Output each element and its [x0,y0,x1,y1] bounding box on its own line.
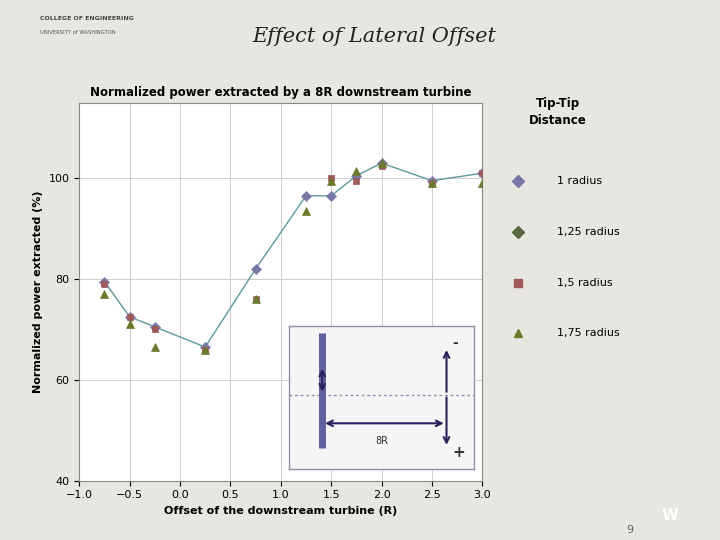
Text: 1,75 radius: 1,75 radius [557,328,620,338]
Y-axis label: Normalized power extracted (%): Normalized power extracted (%) [33,191,43,393]
Text: UNIVERSITY of WASHINGTON: UNIVERSITY of WASHINGTON [40,30,115,35]
Text: COLLEGE OF ENGINEERING: COLLEGE OF ENGINEERING [40,16,133,21]
Text: 1,25 radius: 1,25 radius [557,227,620,237]
Text: 9: 9 [626,524,634,535]
Text: Tip-Tip
Distance: Tip-Tip Distance [529,97,587,127]
Title: Normalized power extracted by a 8R downstream turbine: Normalized power extracted by a 8R downs… [90,86,472,99]
X-axis label: Offset of the downstream turbine (R): Offset of the downstream turbine (R) [164,506,397,516]
Text: 1 radius: 1 radius [557,177,603,186]
Text: 1,5 radius: 1,5 radius [557,278,613,287]
Text: W: W [661,508,678,523]
Text: Effect of Lateral Offset: Effect of Lateral Offset [253,27,496,46]
